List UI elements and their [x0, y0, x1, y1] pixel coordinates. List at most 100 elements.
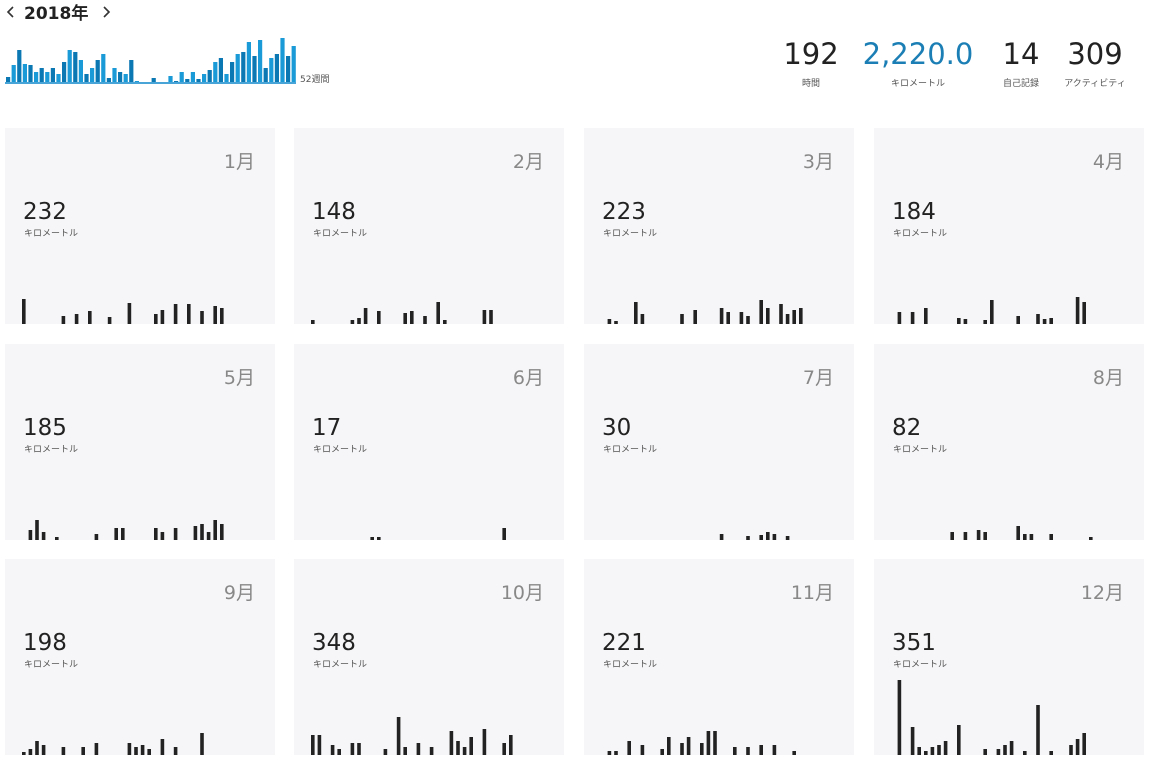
weekly-bar: [118, 72, 123, 82]
month-card: [874, 344, 1144, 540]
daily-bar: [686, 737, 691, 755]
daily-bar: [403, 313, 407, 324]
daily-bar: [489, 310, 493, 324]
daily-bar: [719, 534, 724, 540]
weekly-bar: [73, 52, 78, 82]
daily-bar: [134, 747, 138, 755]
month-name: 8月: [1093, 367, 1124, 389]
daily-bar: [766, 532, 770, 540]
daily-bar: [377, 311, 381, 324]
month-unit: キロメートル: [603, 660, 657, 670]
daily-bar: [990, 300, 994, 324]
month-card: [874, 559, 1144, 755]
month-distance: 198: [23, 630, 67, 656]
daily-bar: [614, 321, 618, 324]
daily-bar: [1049, 751, 1053, 755]
daily-bar: [200, 524, 204, 540]
month-card: [294, 559, 564, 755]
daily-bar: [792, 310, 796, 324]
month-distance: 82: [892, 415, 921, 441]
daily-bar: [614, 751, 618, 755]
daily-bar: [719, 308, 724, 324]
next-year-arrow[interactable]: [103, 6, 111, 18]
month-name: 1月: [224, 151, 255, 173]
daily-bar: [482, 310, 487, 324]
weekly-bar: [123, 74, 128, 82]
month-distance: 30: [602, 415, 631, 441]
daily-bar: [660, 749, 664, 755]
daily-bar: [160, 739, 165, 755]
daily-bar: [983, 320, 987, 324]
month-distance: 148: [312, 199, 356, 225]
daily-bar: [81, 747, 85, 755]
weekly-bar: [84, 74, 89, 82]
weekly-bar: [28, 65, 33, 82]
daily-bar: [640, 745, 645, 755]
stat-label: 自己記録: [1003, 77, 1039, 89]
daily-bar: [897, 312, 902, 324]
daily-bar: [680, 743, 684, 755]
daily-bar: [220, 524, 224, 540]
month-distance: 223: [602, 199, 646, 225]
daily-bar: [317, 735, 322, 755]
weekly-bar: [196, 79, 201, 82]
month-unit: キロメートル: [313, 229, 367, 239]
weekly-bar: [185, 79, 190, 82]
daily-bar: [937, 745, 941, 755]
month-unit: キロメートル: [603, 229, 657, 239]
daily-bar: [1075, 739, 1080, 755]
daily-bar: [403, 747, 407, 755]
month-name: 4月: [1093, 151, 1124, 173]
weekly-bar: [56, 74, 61, 82]
month-name: 10月: [501, 582, 544, 604]
daily-bar: [627, 741, 631, 755]
daily-bar: [1029, 534, 1034, 540]
weekly-bar: [67, 50, 72, 82]
daily-bar: [957, 318, 961, 324]
daily-bar: [1003, 745, 1007, 755]
weekly-bar: [11, 65, 16, 82]
daily-bar: [127, 743, 132, 755]
daily-bar: [213, 306, 217, 324]
daily-bar: [976, 530, 981, 540]
prev-year-arrow[interactable]: [6, 6, 14, 18]
weekly-bar: [263, 68, 268, 82]
daily-bar: [785, 536, 790, 540]
weekly-bar: [134, 81, 139, 82]
daily-bar: [147, 749, 151, 755]
daily-bar: [640, 314, 645, 324]
daily-bar: [897, 680, 902, 755]
daily-bar: [41, 745, 46, 755]
month-card: [584, 128, 854, 324]
daily-bar: [957, 725, 961, 755]
daily-bar: [502, 743, 506, 755]
daily-bar: [154, 314, 158, 324]
daily-bar: [950, 532, 954, 540]
daily-bar: [357, 743, 361, 755]
daily-bar: [759, 300, 763, 324]
stat-label: キロメートル: [891, 79, 945, 89]
daily-bar: [396, 717, 401, 755]
daily-bar: [206, 532, 211, 540]
month-distance: 184: [892, 199, 936, 225]
daily-bar: [607, 751, 612, 755]
daily-bar: [1089, 537, 1093, 540]
daily-bar: [509, 735, 513, 755]
weekly-bar: [39, 68, 44, 82]
daily-bar: [726, 312, 730, 324]
weekly-bar: [179, 72, 184, 82]
daily-bar: [193, 526, 198, 540]
daily-bar: [1023, 534, 1027, 540]
weekly-bar: [50, 68, 55, 82]
daily-bar: [160, 532, 165, 540]
month-card: [5, 128, 275, 324]
month-name: 2月: [513, 151, 544, 173]
weekly-bar: [291, 46, 296, 82]
weekly-bar: [106, 78, 111, 82]
month-unit: キロメートル: [313, 660, 367, 670]
month-name: 7月: [803, 367, 834, 389]
weekly-bar: [246, 42, 251, 82]
weekly-bar: [252, 56, 257, 82]
weekly-bar: [241, 52, 246, 82]
